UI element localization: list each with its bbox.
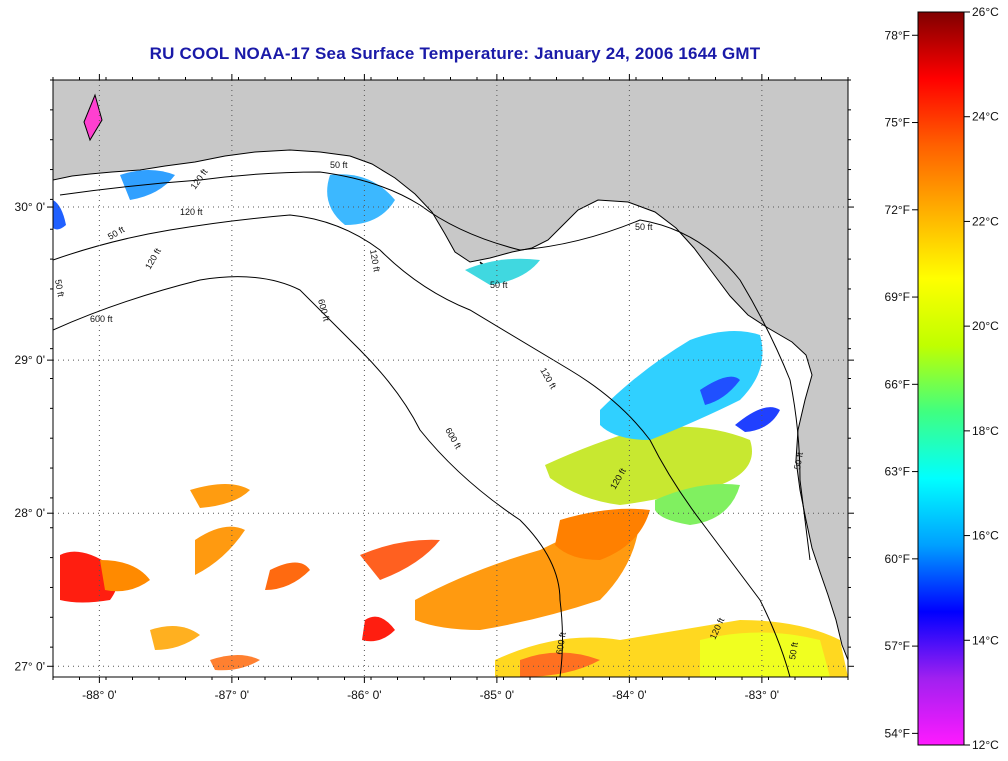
longitude-axis: -88° 0' -87° 0' -86° 0' -85° 0' -84° 0' -83° … xyxy=(82,688,779,702)
colorbar-ticks xyxy=(912,11,970,746)
celsius-label: 22°C xyxy=(972,214,999,228)
fahrenheit-label: 69°F xyxy=(885,290,910,304)
celsius-label: 20°C xyxy=(972,319,999,333)
contour-label: 50 ft xyxy=(787,641,800,660)
fahrenheit-label: 72°F xyxy=(885,203,910,217)
latitude-axis: 30° 0' 29° 0' 28° 0' 27° 0' xyxy=(15,200,45,673)
fahrenheit-label: 63°F xyxy=(885,465,910,479)
depth-contours xyxy=(53,171,811,677)
lat-label: 27° 0' xyxy=(15,659,45,673)
celsius-label: 24°C xyxy=(972,110,999,124)
contour-label: 50 ft xyxy=(490,280,508,290)
chart-title: RU COOL NOAA-17 Sea Surface Temperature:… xyxy=(149,44,761,63)
colorbar-gradient xyxy=(917,11,965,746)
sst-patches xyxy=(53,170,848,677)
fahrenheit-label: 75°F xyxy=(885,116,910,130)
lon-label: -85° 0' xyxy=(480,688,514,702)
lat-label: 28° 0' xyxy=(15,506,45,520)
contour-label: 50 ft xyxy=(53,279,66,298)
celsius-label: 18°C xyxy=(972,424,999,438)
celsius-label: 26°C xyxy=(972,5,999,19)
contour-label: 50 ft xyxy=(635,222,653,232)
inland-water xyxy=(83,93,103,142)
celsius-label: 12°C xyxy=(972,738,999,752)
lat-label: 29° 0' xyxy=(15,353,45,367)
celsius-labels: 26°C 24°C 22°C 20°C 18°C 16°C 14°C 12°C xyxy=(972,5,999,752)
contour-label: 120 ft xyxy=(368,249,382,273)
lon-label: -87° 0' xyxy=(215,688,249,702)
celsius-label: 14°C xyxy=(972,633,999,647)
celsius-label: 16°C xyxy=(972,529,999,543)
contour-label: 50 ft xyxy=(330,160,348,170)
fahrenheit-label: 54°F xyxy=(885,726,910,740)
contour-label: 50 ft xyxy=(792,451,805,470)
contour-label: 600 ft xyxy=(90,314,113,324)
lon-label: -83° 0' xyxy=(745,688,779,702)
lon-label: -88° 0' xyxy=(82,688,116,702)
fahrenheit-label: 66°F xyxy=(885,377,910,391)
lon-label: -84° 0' xyxy=(612,688,646,702)
axis-ticks xyxy=(47,74,854,683)
fahrenheit-label: 57°F xyxy=(885,639,910,653)
lon-label: -86° 0' xyxy=(347,688,381,702)
fahrenheit-label: 78°F xyxy=(885,28,910,42)
contour-label: 600 ft xyxy=(554,631,568,655)
contour-label: 120 ft xyxy=(180,207,203,217)
fahrenheit-labels: 78°F 75°F 72°F 69°F 66°F 63°F 60°F 57°F 54°F xyxy=(885,28,910,740)
lat-label: 30° 0' xyxy=(15,200,45,214)
fahrenheit-label: 60°F xyxy=(885,552,910,566)
